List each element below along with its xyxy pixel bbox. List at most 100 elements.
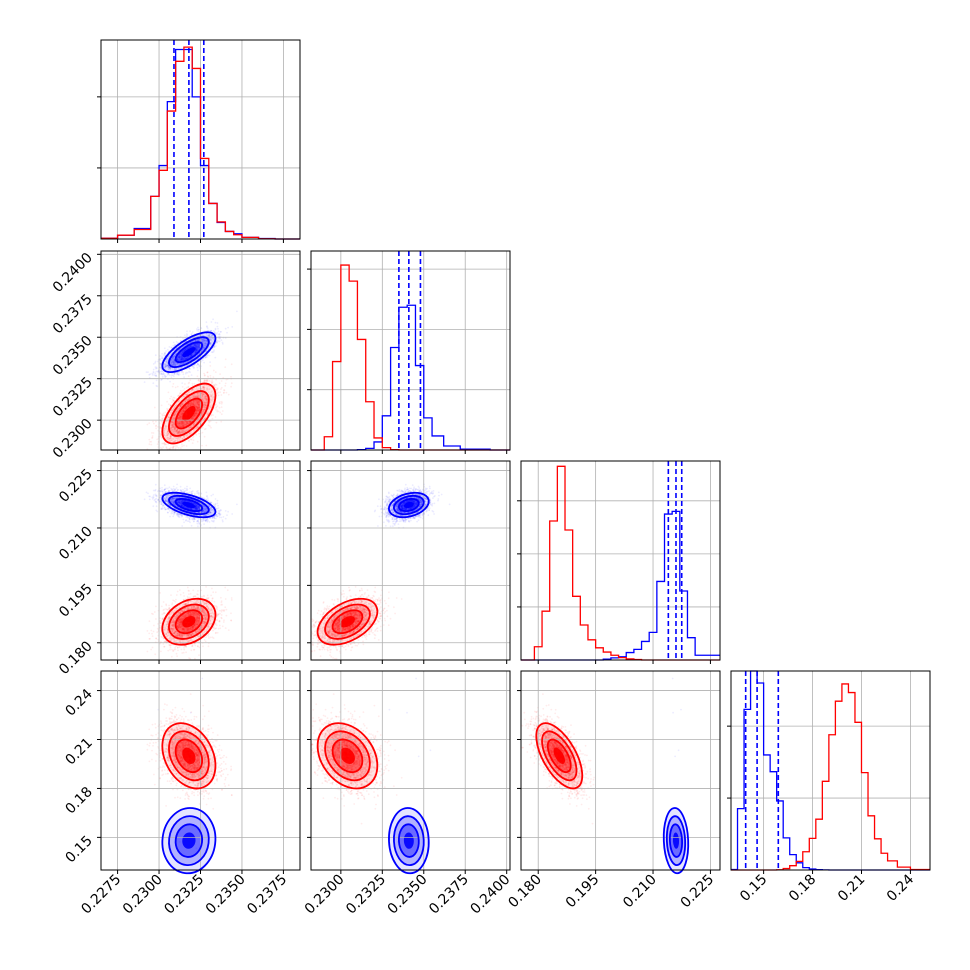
- scatter-point: [209, 388, 211, 390]
- scatter-point: [202, 348, 204, 350]
- scatter-point: [207, 389, 209, 391]
- scatter-point: [211, 351, 213, 353]
- scatter-point: [209, 361, 211, 363]
- scatter-point: [210, 427, 212, 429]
- scatter-point: [160, 434, 162, 436]
- scatter-point: [179, 417, 181, 419]
- scatter-point: [179, 426, 181, 428]
- scatter-point: [225, 328, 227, 330]
- scatter-point: [165, 435, 167, 437]
- scatter-point: [196, 340, 198, 342]
- scatter-point: [198, 392, 200, 394]
- scatter-point: [153, 423, 155, 425]
- scatter-point: [156, 380, 158, 382]
- scatter-point: [171, 440, 173, 442]
- scatter-point: [212, 318, 214, 320]
- scatter-point: [173, 433, 175, 435]
- scatter-point: [226, 332, 228, 334]
- scatter-point: [216, 332, 218, 334]
- corner-plot: 0.23000.23250.23500.23750.24000.1800.195…: [0, 0, 970, 970]
- scatter-point: [194, 351, 196, 353]
- scatter-point: [172, 345, 174, 347]
- scatter-point: [220, 421, 222, 423]
- scatter-point: [181, 445, 183, 447]
- scatter-point: [206, 321, 208, 323]
- scatter-point: [153, 363, 155, 365]
- scatter-point: [221, 413, 223, 415]
- scatter-point: [195, 347, 197, 349]
- scatter-point: [224, 366, 226, 368]
- scatter-point: [213, 351, 215, 353]
- scatter-point: [173, 383, 175, 385]
- scatter-point: [213, 370, 215, 372]
- scatter-point: [182, 438, 184, 440]
- scatter-point: [152, 421, 154, 423]
- scatter-point: [197, 367, 199, 369]
- scatter-point: [197, 396, 199, 398]
- scatter-point: [174, 369, 176, 371]
- scatter-point: [165, 366, 167, 368]
- scatter-point: [209, 380, 211, 382]
- scatter-point: [206, 326, 208, 328]
- scatter-point: [178, 374, 180, 376]
- scatter-point: [186, 335, 188, 337]
- scatter-point: [161, 355, 163, 357]
- scatter-point: [219, 341, 221, 343]
- scatter-point: [160, 412, 162, 414]
- scatter-point: [210, 392, 212, 394]
- scatter-point: [198, 401, 200, 403]
- scatter-point: [231, 363, 233, 365]
- scatter-point: [206, 372, 208, 374]
- scatter-point: [202, 427, 204, 429]
- scatter-point: [161, 370, 163, 372]
- scatter-point: [165, 411, 167, 413]
- scatter-point: [192, 395, 194, 397]
- scatter-point: [188, 375, 190, 377]
- scatter-point: [225, 358, 227, 360]
- scatter-point: [196, 406, 198, 408]
- scatter-point: [163, 355, 165, 357]
- scatter-point: [209, 355, 211, 357]
- scatter-point: [162, 376, 164, 378]
- scatter-point: [195, 396, 197, 398]
- scatter-point: [198, 380, 200, 382]
- scatter-point: [159, 371, 161, 373]
- scatter-point: [186, 445, 188, 447]
- scatter-point: [205, 398, 207, 400]
- scatter-point: [219, 373, 221, 375]
- scatter-point: [166, 363, 168, 365]
- scatter-point: [153, 372, 155, 374]
- scatter-point: [168, 403, 170, 405]
- scatter-point: [163, 443, 165, 445]
- scatter-point: [173, 415, 175, 417]
- scatter-point: [211, 382, 213, 384]
- scatter-point: [222, 410, 224, 412]
- scatter-point: [174, 429, 176, 431]
- scatter-point: [207, 379, 209, 381]
- scatter-point: [186, 330, 188, 332]
- scatter-point: [171, 376, 173, 378]
- scatter-point: [215, 345, 217, 347]
- scatter-point: [191, 352, 193, 354]
- scatter-point: [167, 431, 169, 433]
- scatter-point: [150, 444, 152, 446]
- scatter-point: [219, 391, 221, 393]
- scatter-point: [171, 430, 173, 432]
- scatter-point: [181, 391, 183, 393]
- scatter-point: [184, 383, 186, 385]
- scatter-point: [189, 330, 191, 332]
- scatter-point: [171, 401, 173, 403]
- scatter-point: [180, 414, 182, 416]
- scatter-point: [149, 443, 151, 445]
- scatter-point: [164, 347, 166, 349]
- scatter-point: [202, 432, 204, 434]
- scatter-point: [168, 417, 170, 419]
- scatter-point: [179, 421, 181, 423]
- scatter-point: [194, 344, 196, 346]
- scatter-point: [160, 363, 162, 365]
- scatter-point: [203, 386, 205, 388]
- scatter-point: [183, 352, 185, 354]
- scatter-point: [221, 380, 223, 382]
- scatter-point: [163, 373, 165, 375]
- scatter-point: [191, 374, 193, 376]
